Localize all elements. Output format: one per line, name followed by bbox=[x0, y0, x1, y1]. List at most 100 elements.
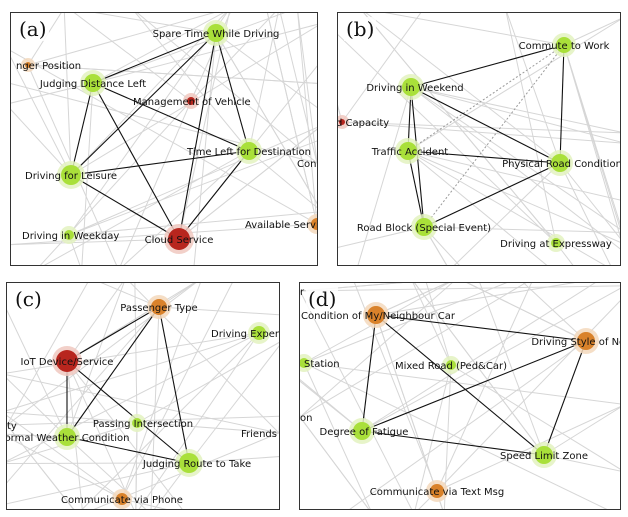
strong-edge bbox=[375, 314, 587, 342]
strong-edge bbox=[407, 150, 561, 164]
node-label: Station bbox=[304, 359, 340, 370]
background-edge bbox=[407, 19, 620, 152]
background-edge bbox=[425, 283, 452, 366]
strong-edge bbox=[70, 174, 180, 240]
node-label: nger Position bbox=[16, 61, 81, 72]
background-edge bbox=[136, 341, 279, 424]
background-edge bbox=[68, 211, 317, 236]
node-label: Driving at Expressway bbox=[500, 239, 612, 250]
background-edge bbox=[7, 415, 123, 500]
background-edge bbox=[300, 378, 363, 432]
strong-edge bbox=[361, 340, 587, 432]
background-edge bbox=[121, 283, 201, 500]
node-label: Passenger Type bbox=[120, 303, 197, 314]
strong-edge bbox=[178, 150, 250, 240]
background-edge bbox=[66, 283, 125, 438]
background-edge bbox=[27, 13, 215, 66]
background-edge bbox=[303, 362, 608, 509]
background-edge bbox=[414, 364, 452, 509]
panel-a: Spare Time While Driving nger Position Jud… bbox=[10, 12, 318, 266]
node-label: Cloud Service bbox=[145, 235, 214, 246]
strong-edge bbox=[559, 44, 565, 164]
node-label: IoT Device/Service bbox=[21, 357, 114, 368]
strong-edge bbox=[70, 32, 217, 176]
background-edge bbox=[248, 150, 317, 209]
node-friends: Friends bbox=[241, 429, 277, 440]
node-circle bbox=[61, 165, 81, 185]
node-label: Time Left for Destination bbox=[186, 147, 311, 158]
background-edge bbox=[39, 100, 192, 265]
node-passing-intersection: Passing Intersection bbox=[93, 414, 193, 432]
strong-edge bbox=[70, 150, 250, 176]
node-label: Driving in Weekday bbox=[22, 231, 119, 242]
node-label: Degree of Fatigue bbox=[320, 427, 409, 438]
node-circle bbox=[187, 97, 195, 105]
node-circle bbox=[132, 418, 142, 428]
background-edge bbox=[341, 13, 422, 123]
background-edge bbox=[506, 13, 561, 164]
background-edge bbox=[363, 13, 557, 244]
strong-edge bbox=[215, 32, 250, 152]
node-label: Spare Time While Driving bbox=[153, 29, 280, 40]
node-circle bbox=[353, 422, 371, 440]
node-circle bbox=[56, 350, 78, 372]
background-edge bbox=[303, 283, 508, 364]
background-edge bbox=[357, 86, 412, 265]
background-edge bbox=[7, 332, 260, 374]
background-edge bbox=[27, 64, 317, 84]
node-circle bbox=[551, 154, 569, 172]
node-judging-route: Judging Route to Take bbox=[142, 449, 251, 477]
node-available-servi: Available Servi bbox=[245, 214, 317, 234]
background-edge bbox=[135, 422, 138, 509]
background-edge bbox=[341, 121, 620, 134]
background-edge bbox=[453, 162, 561, 265]
panel-label: (d) bbox=[306, 287, 339, 311]
node-circle bbox=[551, 238, 561, 248]
background-edge bbox=[150, 306, 160, 509]
node-road-block: Road Block (Special Event) bbox=[357, 214, 491, 240]
background-edge bbox=[297, 13, 317, 164]
background-edge bbox=[338, 226, 425, 248]
node-r: r bbox=[300, 287, 305, 298]
background-edge bbox=[66, 360, 183, 509]
background-edge bbox=[43, 150, 250, 265]
node-circle bbox=[311, 218, 317, 230]
background-edge bbox=[410, 86, 620, 250]
background-edge bbox=[81, 82, 94, 265]
node-circle bbox=[252, 326, 266, 340]
background-edge bbox=[190, 13, 276, 102]
background-edge bbox=[248, 13, 279, 152]
background-edge bbox=[7, 462, 190, 465]
node-communicate-text: Communicate via Text Msg bbox=[370, 480, 504, 502]
background-edge bbox=[66, 360, 135, 509]
background-edge bbox=[7, 377, 68, 438]
background-edge bbox=[92, 13, 286, 84]
background-edge bbox=[410, 86, 620, 133]
background-edge bbox=[300, 285, 620, 292]
node-label: Judging Route to Take bbox=[142, 459, 251, 470]
node-circle bbox=[84, 74, 102, 92]
background-edge bbox=[300, 283, 453, 418]
node-spare-time: Spare Time While Driving bbox=[153, 20, 280, 46]
node-communicate-phone: Communicate via Phone bbox=[61, 489, 183, 509]
background-edge bbox=[365, 13, 561, 164]
node-label: Management of Vehicle bbox=[133, 97, 251, 108]
background-edge bbox=[68, 126, 317, 236]
background-edge bbox=[543, 454, 620, 472]
background-edge bbox=[341, 121, 620, 144]
node-label: r bbox=[300, 287, 305, 298]
background-edge bbox=[479, 283, 545, 456]
node-label: Commute to Work bbox=[519, 41, 610, 52]
node-circle bbox=[25, 62, 31, 68]
strong-edge bbox=[375, 314, 545, 456]
strong-edge bbox=[158, 306, 190, 464]
node-driving-leisure: Driving for Leisure bbox=[25, 161, 117, 189]
background-edge bbox=[7, 424, 74, 509]
background-edge bbox=[66, 283, 123, 362]
background-edge bbox=[11, 50, 317, 225]
node-label: Condition of My/Neighbour Car bbox=[301, 311, 456, 322]
background-edge bbox=[7, 332, 260, 462]
node-con: Con bbox=[297, 159, 316, 170]
panel-a-graph: Spare Time While Driving nger Position Jud… bbox=[11, 13, 317, 265]
background-edge bbox=[413, 283, 545, 456]
